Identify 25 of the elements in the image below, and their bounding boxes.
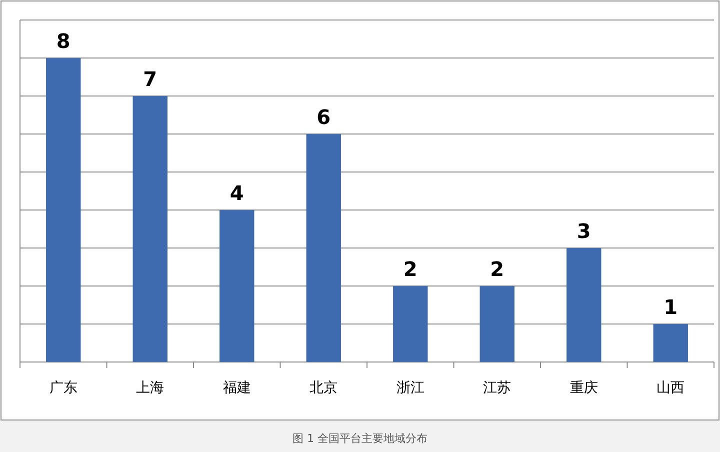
bar (132, 96, 168, 362)
bar (306, 134, 341, 362)
x-tick-label: 广东 (49, 380, 78, 396)
data-label: 7 (143, 67, 158, 91)
caption: 图 1 全国平台主要地域分布 (292, 432, 428, 445)
data-label: 6 (316, 105, 331, 129)
x-tick-label: 北京 (310, 380, 338, 396)
bar (220, 210, 254, 362)
data-label: 2 (490, 257, 504, 281)
bar (46, 58, 81, 362)
data-label: 1 (664, 295, 678, 319)
x-tick-label: 山西 (656, 380, 685, 396)
bar (653, 324, 688, 362)
bar (480, 286, 514, 362)
data-label: 3 (576, 219, 591, 243)
x-tick-label: 上海 (136, 380, 164, 396)
data-label: 4 (230, 181, 244, 205)
bar (566, 248, 602, 362)
x-tick-label: 福建 (222, 380, 251, 396)
x-tick-label: 重庆 (570, 380, 598, 396)
data-label: 8 (56, 29, 70, 53)
bar (393, 286, 428, 362)
x-tick-label: 浙江 (396, 380, 424, 396)
x-tick-label: 江苏 (483, 380, 512, 396)
data-label: 2 (403, 257, 418, 281)
